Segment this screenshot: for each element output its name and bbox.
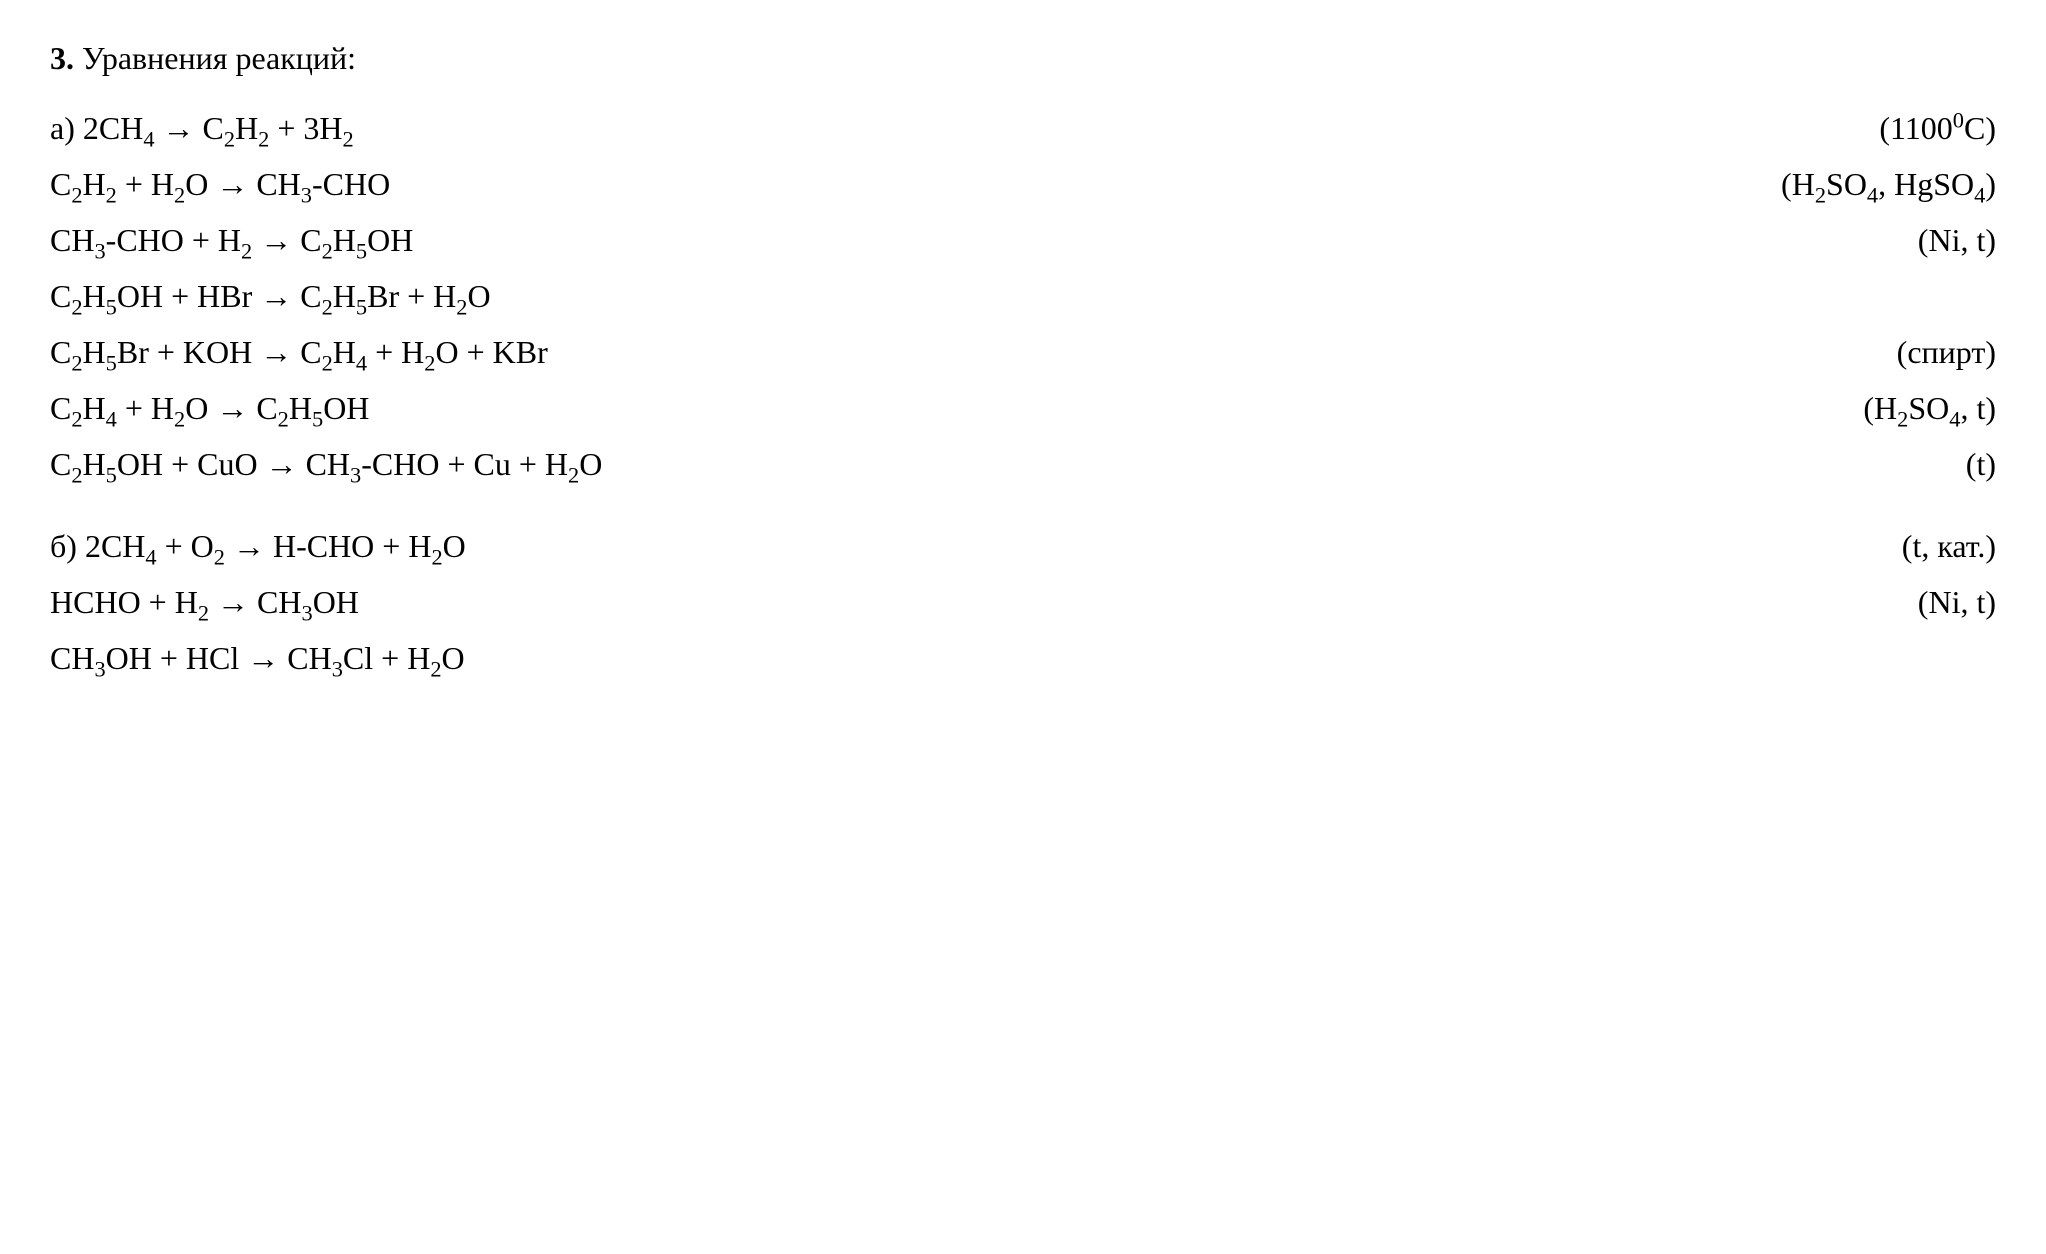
equation-row: б) 2CH4 + O2 → H-CHO + H2O (t, кат.) [50,518,1996,574]
equation-row: а) 2CH4 → C2H2 + 3H2 (11000C) [50,100,1996,156]
formula: CH3OH + HCl → CH3Cl + H2O [50,630,465,686]
equation-row: C2H5Br + KOH → C2H4 + H2O + KBr (спирт) [50,324,1996,380]
equation-condition: (H2SO4, HgSO4) [1741,156,1996,212]
section-a-label: а) [50,110,75,146]
formula: 2CH4 → C2H2 + 3H2 [83,110,354,146]
equation-condition: (Ni, t) [1878,574,1996,630]
equation-row: C2H4 + H2O → C2H5OH (H2SO4, t) [50,380,1996,436]
equation-row: CH3OH + HCl → CH3Cl + H2O [50,630,1996,686]
section-a: а) 2CH4 → C2H2 + 3H2 (11000C) C2H2 + H2O… [50,100,1996,492]
equation-condition: (H2SO4, t) [1823,380,1996,436]
equation-condition: (t, кат.) [1862,518,1996,574]
equation-condition: (спирт) [1857,324,1996,380]
problem-title: Уравнения реакций: [82,40,356,76]
equation-row: C2H2 + H2O → CH3-CHO (H2SO4, HgSO4) [50,156,1996,212]
formula: 2CH4 + O2 → H-CHO + H2O [85,528,466,564]
equation-condition: (Ni, t) [1878,212,1996,268]
section-b: б) 2CH4 + O2 → H-CHO + H2O (t, кат.) HCH… [50,518,1996,686]
equation-row: C2H5OH + CuO → CH3-CHO + Cu + H2O (t) [50,436,1996,492]
equation-row: CH3-CHO + H2 → C2H5OH (Ni, t) [50,212,1996,268]
formula: C2H5OH + HBr → C2H5Br + H2O [50,268,491,324]
formula: C2H5OH + CuO → CH3-CHO + Cu + H2O [50,436,602,492]
formula: C2H2 + H2O → CH3-CHO [50,156,390,212]
equation-left: б) 2CH4 + O2 → H-CHO + H2O [50,518,466,574]
equation-row: HCHO + H2 → CH3OH (Ni, t) [50,574,1996,630]
formula: C2H4 + H2O → C2H5OH [50,380,369,436]
equation-condition: (t) [1926,436,1996,492]
section-b-label: б) [50,528,77,564]
problem-number: 3. [50,40,74,76]
formula: CH3-CHO + H2 → C2H5OH [50,212,413,268]
header: 3. Уравнения реакций: [50,30,1996,86]
equation-row: C2H5OH + HBr → C2H5Br + H2O [50,268,1996,324]
equation-condition: (11000C) [1839,100,1996,156]
formula: HCHO + H2 → CH3OH [50,574,359,630]
formula: C2H5Br + KOH → C2H4 + H2O + KBr [50,324,548,380]
equation-left: а) 2CH4 → C2H2 + 3H2 [50,100,354,156]
